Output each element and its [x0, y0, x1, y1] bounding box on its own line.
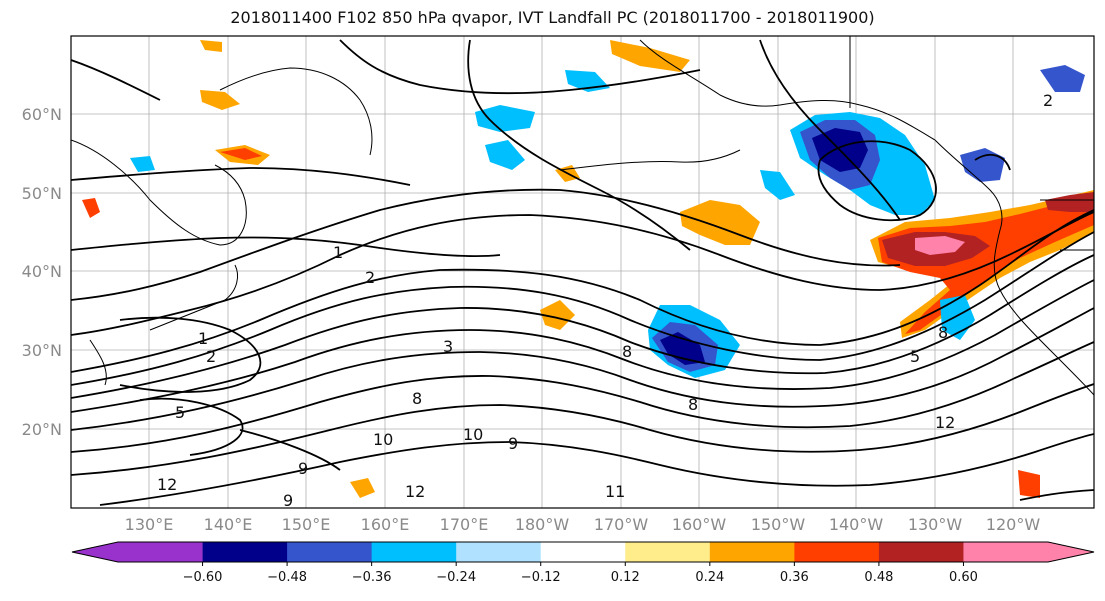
colorbar-tick-label: 0.48 — [864, 570, 893, 585]
contour-label: 12 — [405, 482, 425, 501]
colorbar-tick-label: 0.12 — [611, 570, 640, 585]
contour-label-group: 1 2 1 2 3 5 8 10 10 12 12 11 9 8 9 8 5 1… — [157, 91, 1053, 510]
colorbar-segment — [878, 542, 964, 562]
colorbar-segment — [456, 542, 542, 562]
colorbar-segment — [202, 542, 288, 562]
contour-label: 3 — [443, 337, 453, 356]
lon-label-150e: 150°E — [282, 515, 331, 534]
colorbar-tick-label: 0.36 — [780, 570, 809, 585]
lat-label-40n: 40°N — [22, 262, 62, 281]
contour-label: 2 — [365, 268, 375, 287]
contour-label: 2 — [206, 347, 216, 366]
colorbar-segment — [287, 542, 373, 562]
lon-label-140e: 140°E — [204, 515, 253, 534]
contour-label: 5 — [910, 347, 920, 366]
coastlines — [71, 36, 1094, 396]
shading-positive-misc — [82, 40, 1040, 498]
colorbar-segment — [709, 542, 795, 562]
contour-label: 11 — [605, 482, 625, 501]
lon-label-180w: 180°W — [515, 515, 570, 534]
colorbar: −0.60 −0.48 −0.36 −0.24 −0.12 0.12 0.24 0.36 0.4… — [71, 541, 1095, 585]
colorbar-outline — [71, 541, 1095, 563]
lat-label-30n: 30°N — [22, 341, 62, 360]
contour-label: 8 — [938, 323, 948, 342]
colorbar-segment — [625, 542, 711, 562]
colorbar-tick-label: −0.12 — [521, 570, 561, 585]
colorbar-segment — [540, 542, 626, 562]
lon-label-150w: 150°W — [751, 515, 806, 534]
colorbar-segment — [72, 542, 203, 562]
lon-label-170e: 170°E — [440, 515, 489, 534]
colorbar-segment — [371, 542, 457, 562]
longitude-labels: 130°E 140°E 150°E 160°E 170°E 180°W 170°… — [125, 515, 1041, 534]
lat-label-60n: 60°N — [22, 105, 62, 124]
lon-label-160e: 160°E — [361, 515, 410, 534]
latitude-labels: 60°N 50°N 40°N 30°N 20°N — [22, 105, 62, 439]
colorbar-tick-label: 0.24 — [695, 570, 724, 585]
lat-label-20n: 20°N — [22, 420, 62, 439]
contour-label: 8 — [688, 395, 698, 414]
colorbar-tick-label: −0.48 — [267, 570, 307, 585]
contour-label: 12 — [157, 475, 177, 494]
contour-label: 8 — [622, 342, 632, 361]
colorbar-tick-label: −0.36 — [352, 570, 392, 585]
map-frame — [70, 35, 1095, 509]
contour-label: 9 — [283, 491, 293, 510]
colorbar-tick-label: −0.60 — [183, 570, 223, 585]
contour-lines — [71, 39, 1094, 506]
contour-label: 1 — [333, 243, 343, 262]
lon-label-130w: 130°W — [908, 515, 963, 534]
contour-label: 12 — [935, 413, 955, 432]
colorbar-segment — [794, 542, 880, 562]
contour-label: 10 — [373, 430, 393, 449]
colorbar-segment — [963, 542, 1094, 562]
lon-label-160w: 160°W — [672, 515, 727, 534]
lon-label-120w: 120°W — [986, 515, 1041, 534]
gridlines — [71, 36, 1094, 508]
lon-label-130e: 130°E — [125, 515, 174, 534]
contour-label: 10 — [463, 425, 483, 444]
contour-label: 1 — [198, 329, 208, 348]
contour-label: 9 — [298, 459, 308, 478]
lon-label-140w: 140°W — [829, 515, 884, 534]
lon-label-170w: 170°W — [594, 515, 649, 534]
figure-title: 2018011400 F102 850 hPa qvapor, IVT Land… — [230, 8, 875, 27]
lat-label-50n: 50°N — [22, 184, 62, 203]
contour-label: 2 — [1043, 91, 1053, 110]
contour-label: 9 — [508, 434, 518, 453]
colorbar-tick-label: −0.24 — [436, 570, 476, 585]
colorbar-tick-label: 0.60 — [949, 570, 978, 585]
contour-label: 5 — [175, 403, 185, 422]
contour-label: 8 — [412, 389, 422, 408]
